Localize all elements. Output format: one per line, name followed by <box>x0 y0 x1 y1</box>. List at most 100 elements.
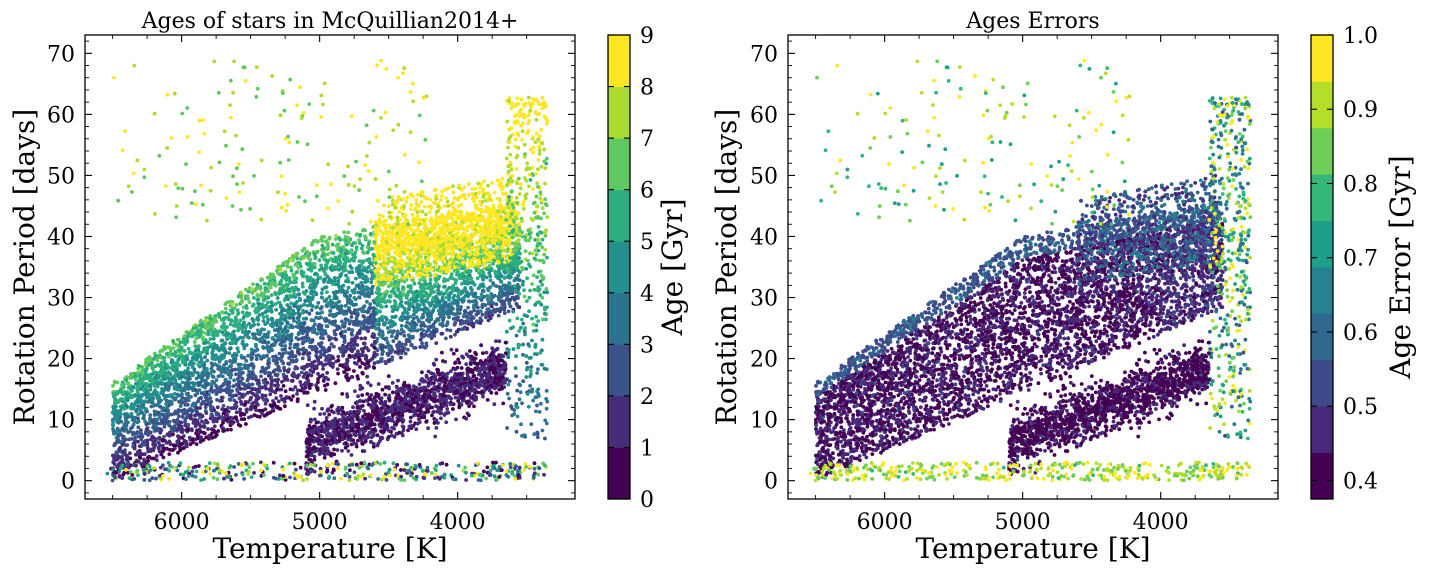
data-point <box>495 307 500 312</box>
data-point <box>324 266 328 271</box>
data-point <box>357 295 361 300</box>
data-point <box>344 273 348 278</box>
data-point <box>115 450 120 455</box>
data-point <box>188 350 193 355</box>
data-point <box>288 309 293 314</box>
data-point <box>246 296 250 301</box>
data-point <box>302 302 306 307</box>
data-point <box>277 326 282 331</box>
data-point <box>219 346 224 350</box>
data-point <box>319 315 323 320</box>
data-point <box>413 239 417 244</box>
data-point <box>124 443 128 448</box>
data-point <box>413 299 417 304</box>
data-point <box>260 365 265 370</box>
data-point <box>347 367 351 372</box>
data-point <box>160 382 165 386</box>
data-point <box>287 289 291 294</box>
data-point <box>349 299 354 304</box>
data-point <box>420 297 424 302</box>
data-point <box>428 281 432 286</box>
data-point <box>269 293 274 297</box>
data-point <box>196 362 201 367</box>
data-point <box>399 294 404 299</box>
data-point <box>360 353 365 358</box>
data-point <box>354 283 359 288</box>
data-point <box>179 408 184 413</box>
data-point <box>286 369 290 373</box>
data-point <box>196 332 201 337</box>
data-point <box>307 338 312 343</box>
data-point <box>383 359 388 364</box>
data-point <box>380 347 384 352</box>
data-point <box>341 346 346 350</box>
data-point <box>298 380 303 384</box>
data-point <box>349 340 354 345</box>
data-point <box>132 440 137 445</box>
data-point <box>277 365 281 370</box>
data-point <box>261 315 266 320</box>
data-point <box>220 325 225 330</box>
data-point <box>425 318 429 322</box>
data-point <box>164 406 169 411</box>
data-point <box>224 360 229 364</box>
data-point <box>244 359 249 363</box>
data-point <box>289 265 293 270</box>
data-point <box>172 392 177 396</box>
data-point <box>343 321 347 325</box>
data-point <box>192 340 197 344</box>
data-point <box>203 409 208 413</box>
data-point <box>297 319 301 324</box>
data-point <box>136 397 141 401</box>
data-point <box>327 295 332 299</box>
data-point <box>259 291 264 296</box>
data-point <box>284 395 289 399</box>
data-point <box>260 277 265 282</box>
data-point <box>208 404 213 409</box>
data-point <box>234 410 239 415</box>
data-point <box>167 365 172 370</box>
data-point <box>460 299 465 304</box>
data-point <box>230 389 235 393</box>
data-point <box>332 313 336 317</box>
data-point <box>372 366 376 370</box>
data-point <box>406 338 411 343</box>
data-point <box>146 459 151 463</box>
data-point <box>465 315 470 320</box>
data-point <box>222 363 227 367</box>
data-point <box>421 328 425 333</box>
data-point <box>164 383 168 387</box>
data-point <box>491 281 495 286</box>
data-point <box>202 362 207 367</box>
data-point <box>240 411 245 416</box>
data-point <box>170 375 175 380</box>
data-point <box>359 263 363 268</box>
data-point <box>134 458 139 463</box>
data-point <box>201 349 206 354</box>
data-point <box>136 366 141 371</box>
data-point <box>362 251 366 256</box>
data-point <box>209 412 214 417</box>
data-point <box>256 378 261 383</box>
data-point <box>201 330 206 335</box>
data-point <box>440 213 444 217</box>
data-point <box>155 358 160 363</box>
data-point <box>337 299 341 304</box>
data-point <box>387 321 392 325</box>
data-point <box>263 287 268 292</box>
data-point <box>384 304 389 309</box>
data-point <box>235 308 240 313</box>
data-point <box>372 340 377 344</box>
data-point <box>230 421 235 426</box>
data-point <box>496 313 501 318</box>
data-point <box>161 374 166 379</box>
data-point <box>131 430 136 435</box>
data-point <box>322 299 327 303</box>
data-point <box>322 317 327 322</box>
data-point <box>301 274 306 279</box>
data-point <box>394 336 399 341</box>
data-point <box>462 237 467 242</box>
data-point <box>299 325 304 330</box>
data-point <box>310 369 315 374</box>
data-point <box>361 314 366 318</box>
